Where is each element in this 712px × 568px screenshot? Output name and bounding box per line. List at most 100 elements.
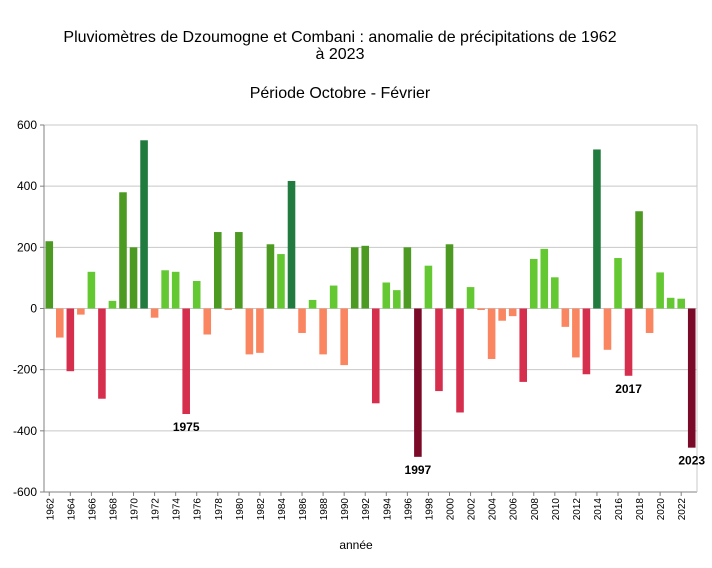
- bar-2012: [572, 308, 580, 358]
- bar-2015: [603, 308, 612, 350]
- bar-1978: [213, 232, 222, 309]
- bar-1995: [393, 290, 401, 309]
- x-tick-label: 2004: [488, 498, 499, 521]
- bar-2002: [466, 287, 475, 309]
- bar-2023: [687, 308, 696, 448]
- bar-1992: [361, 245, 370, 309]
- bar-1970: [129, 247, 138, 309]
- bar-2003: [477, 308, 485, 311]
- bar-2009: [540, 248, 549, 309]
- x-tick-label: 2012: [572, 498, 583, 521]
- x-tick-label: 1968: [108, 498, 119, 521]
- bar-2000: [445, 244, 454, 309]
- bar-2019: [645, 308, 654, 333]
- bar-1974: [171, 271, 180, 309]
- bar-1986: [298, 308, 306, 333]
- annotations: 1975 1997 2017 2023: [173, 382, 706, 477]
- x-tick-label: 2020: [656, 498, 667, 521]
- chart-title-line2: à 2023: [315, 46, 365, 63]
- x-tick-label: 1980: [235, 498, 246, 521]
- bar-2007: [519, 308, 528, 382]
- x-tick-label: 2010: [551, 498, 562, 521]
- x-tick-label: 1988: [319, 498, 330, 521]
- bar-2021: [666, 297, 675, 309]
- y-tick-label: 600: [17, 118, 37, 132]
- bar-1991: [350, 247, 359, 309]
- bar-2020: [656, 272, 664, 309]
- bar-2018: [635, 211, 643, 309]
- bar-1972: [150, 308, 159, 318]
- x-axis-label: année: [339, 538, 373, 552]
- bar-1987: [308, 299, 317, 309]
- y-tick-label: -200: [13, 363, 37, 377]
- bar-1977: [203, 308, 212, 335]
- bar-1999: [435, 308, 443, 392]
- x-tick-label: 1974: [172, 498, 183, 521]
- bar-1975: [182, 308, 190, 415]
- bar-2013: [582, 308, 591, 375]
- bar-2001: [456, 308, 464, 413]
- bar-1985: [287, 180, 296, 309]
- x-tick-label: 1970: [130, 498, 141, 521]
- bar-2017: [624, 308, 633, 376]
- y-tick-label: -400: [13, 424, 37, 438]
- x-tick-label: 1966: [87, 498, 98, 521]
- x-tick-label: 1976: [193, 498, 204, 521]
- bar-1971: [140, 140, 148, 309]
- y-tick-label: -600: [13, 485, 37, 499]
- bar-1976: [192, 280, 201, 309]
- bar-2010: [551, 277, 559, 309]
- x-tick-label: 1998: [424, 498, 435, 521]
- y-tick-label: 0: [30, 302, 37, 316]
- x-tick-label: 2000: [445, 498, 456, 521]
- x-tick-label: 2002: [467, 498, 478, 521]
- bar-1968: [108, 300, 117, 309]
- chart-title-line1: Pluviomètres de Dzoumogne et Combani : a…: [63, 29, 617, 46]
- bar-1981: [245, 308, 254, 355]
- bar-1994: [382, 282, 391, 309]
- bar-2014: [593, 149, 601, 309]
- bar-2008: [529, 258, 538, 309]
- x-axis-ticks: 1962 1964 1966 1968 1970 1972 1974 1976 1978 1980…: [45, 498, 688, 521]
- bar-1982: [256, 308, 264, 353]
- bar-1980: [235, 232, 243, 309]
- y-axis-ticks: 600 400 200 0 -200 -400 -600: [13, 118, 37, 499]
- x-tick-label: 1972: [151, 498, 162, 521]
- annotation-1975: 1975: [173, 420, 200, 434]
- bar-2016: [614, 258, 622, 309]
- x-tick-label: 2016: [614, 498, 625, 521]
- bar-2005: [498, 308, 506, 321]
- x-tick-label: 2014: [593, 498, 604, 521]
- bar-1996: [403, 247, 412, 309]
- bar-1964: [66, 308, 75, 372]
- bar-1984: [277, 254, 285, 309]
- bar-1965: [77, 308, 85, 315]
- chart-subtitle: Période Octobre - Février: [249, 85, 431, 102]
- y-tick-label: 200: [17, 240, 37, 254]
- x-tick-label: 2008: [530, 498, 541, 521]
- bar-1969: [119, 192, 127, 309]
- bar-1967: [98, 308, 106, 399]
- x-tick-label: 1978: [214, 498, 225, 521]
- annotation-1997: 1997: [405, 463, 432, 477]
- x-tick-label: 2006: [509, 498, 520, 521]
- x-tick-label: 1996: [403, 498, 414, 521]
- x-tick-label: 1964: [66, 498, 77, 521]
- bar-1989: [329, 285, 338, 309]
- x-tick-label: 1962: [45, 498, 56, 521]
- x-tick-label: 1994: [382, 498, 393, 521]
- bar-1966: [87, 271, 96, 309]
- bar-1988: [319, 308, 327, 355]
- axes: [40, 124, 698, 496]
- bar-1990: [340, 308, 348, 366]
- x-tick-label: 2022: [677, 498, 688, 521]
- bar-2022: [677, 298, 685, 309]
- x-tick-label: 1984: [277, 498, 288, 521]
- bar-1998: [424, 265, 433, 309]
- x-tick-label: 1992: [361, 498, 372, 521]
- x-tick-label: 1990: [340, 498, 351, 521]
- x-tick-label: 2018: [635, 498, 646, 521]
- bar-1997: [414, 308, 422, 457]
- x-tick-label: 1982: [256, 498, 267, 521]
